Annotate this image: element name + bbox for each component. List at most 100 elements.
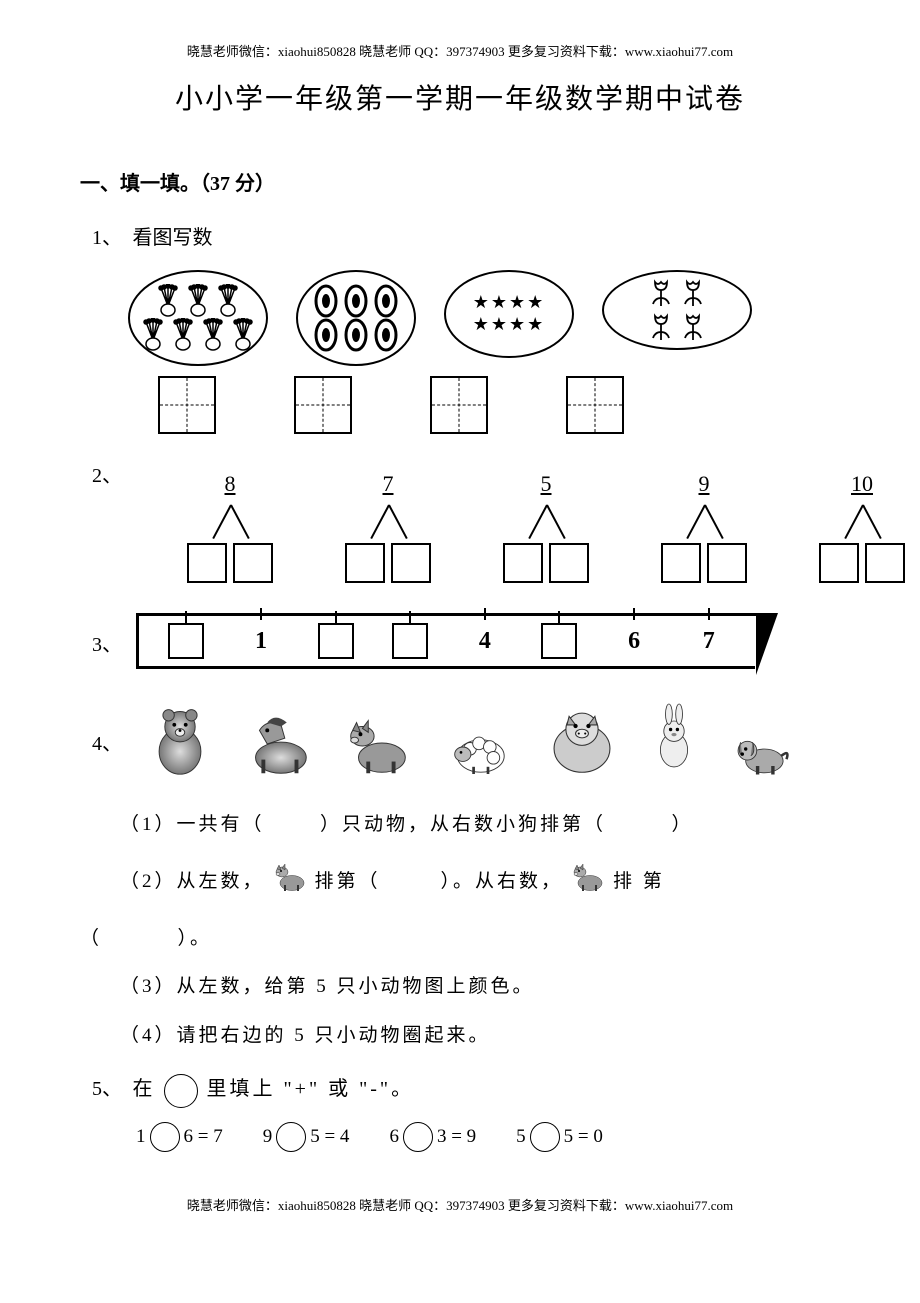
q5-equations: 16 = 7 95 = 4 6 3 = 9 5 5 = 0	[136, 1120, 840, 1154]
oval-tulips	[602, 270, 752, 350]
text: （1）一共有（	[120, 814, 265, 835]
bond-box[interactable]	[661, 543, 701, 583]
q4-sub-2: （2）从左数， 排第（ ）。从右数， 排 第	[120, 856, 840, 908]
ruler-number: 1	[255, 620, 267, 663]
page-title: 小小学一年级第一学期一年级数学期中试卷	[80, 75, 840, 125]
star-row-1: ★★★★	[473, 292, 546, 314]
q1-ovals-row: ★★★★ ★★★★	[128, 270, 840, 366]
bear-icon	[142, 697, 218, 793]
bond-box[interactable]	[345, 543, 385, 583]
donkey-icon	[267, 856, 313, 908]
ruler-number: 6	[628, 620, 640, 663]
tulip-row-1	[647, 276, 707, 310]
number-bond: 8	[180, 464, 280, 584]
bond-top: 5	[541, 464, 552, 504]
kiwi-row-2	[313, 318, 399, 352]
question-3: 3、 1467	[92, 613, 840, 669]
tianzi-box[interactable]	[566, 376, 624, 434]
operator-blank[interactable]	[276, 1122, 306, 1152]
q4-sub-2b: （ ）。	[80, 922, 840, 956]
text: 排第（	[315, 865, 381, 899]
number-bond: 7	[338, 464, 438, 584]
bond-box[interactable]	[391, 543, 431, 583]
text: ）。	[178, 928, 213, 949]
equation: 5 5 = 0	[516, 1120, 603, 1154]
q1-answer-grids	[158, 376, 840, 434]
ruler-content: 1 4 6 7	[139, 616, 756, 666]
question-2-row: 2、 875910	[140, 464, 840, 584]
q4-sub-1: （1）一共有（ ）只动物，从右数小狗排第（ ）	[120, 808, 840, 842]
bond-box[interactable]	[187, 543, 227, 583]
oval-kiwi	[296, 270, 416, 366]
ruler: 1 4 6 7	[136, 613, 756, 669]
ruler-blank[interactable]	[318, 623, 354, 659]
eq-left: 9	[263, 1126, 273, 1147]
bond-box[interactable]	[233, 543, 273, 583]
ruler-number: 7	[703, 620, 715, 663]
text: （2）从左数，	[120, 865, 265, 899]
q5-label-a: 在	[133, 1078, 156, 1100]
horse-icon	[232, 705, 322, 793]
header-text: 晓慧老师微信：xiaohui850828 晓慧老师 QQ：397374903 更…	[80, 40, 840, 63]
q4-number: 4、	[92, 726, 128, 762]
kiwi-row-1	[313, 284, 399, 318]
number-bond: 10	[812, 464, 912, 584]
bond-box[interactable]	[819, 543, 859, 583]
question-5: 5、 在 里填上 "+" 或 "-"。	[92, 1071, 840, 1108]
bond-top: 10	[851, 464, 873, 504]
number-bond: 5	[496, 464, 596, 584]
text: ）。从右数，	[441, 865, 564, 899]
equation: 6 3 = 9	[389, 1120, 476, 1154]
tulip-row-2	[647, 310, 707, 344]
circle-icon	[164, 1074, 198, 1108]
q2-number: 2、	[92, 458, 122, 584]
eq-left: 6	[389, 1126, 399, 1147]
number-bond: 9	[654, 464, 754, 584]
q2-bonds-container: 8 7 5 9 10	[180, 464, 912, 584]
pig-icon	[538, 697, 626, 793]
text: 排 第	[613, 865, 665, 899]
eq-left: 1	[136, 1126, 146, 1147]
dog-icon	[722, 715, 800, 793]
donkey-icon	[336, 705, 420, 793]
equation: 95 = 4	[263, 1120, 350, 1154]
bond-box[interactable]	[707, 543, 747, 583]
q1-label: 看图写数	[133, 227, 213, 249]
bond-box[interactable]	[865, 543, 905, 583]
eq-right: 3 = 9	[437, 1126, 476, 1147]
donkey-icon	[565, 856, 611, 908]
q1-number: 1、	[92, 220, 128, 256]
q4-sub-3: （3）从左数，给第 5 只小动物图上颜色。	[120, 970, 840, 1004]
oval-stars: ★★★★ ★★★★	[444, 270, 574, 358]
q4-sub-4: （4）请把右边的 5 只小动物圈起来。	[120, 1019, 840, 1053]
bond-box[interactable]	[549, 543, 589, 583]
question-1: 1、 看图写数	[92, 220, 840, 256]
tianzi-box[interactable]	[430, 376, 488, 434]
tianzi-box[interactable]	[294, 376, 352, 434]
animals-container	[142, 693, 800, 793]
equation: 16 = 7	[136, 1120, 223, 1154]
footer-text: 晓慧老师微信：xiaohui850828 晓慧老师 QQ：397374903 更…	[80, 1194, 840, 1217]
ruler-number: 4	[479, 620, 491, 663]
oval-shuttlecocks	[128, 270, 268, 366]
operator-blank[interactable]	[530, 1122, 560, 1152]
section-1-heading: 一、填一填。（37 分）	[80, 166, 840, 202]
star-row-2: ★★★★	[473, 314, 546, 336]
eq-right: 5 = 0	[564, 1126, 603, 1147]
sheep-icon	[434, 711, 524, 793]
bond-box[interactable]	[503, 543, 543, 583]
q5-label-b: 里填上 "+" 或 "-"。	[207, 1078, 415, 1100]
question-4-animals: 4、	[92, 693, 840, 793]
ruler-blank[interactable]	[168, 623, 204, 659]
ruler-blank[interactable]	[541, 623, 577, 659]
ruler-blank[interactable]	[392, 623, 428, 659]
shuttle-row-1	[155, 284, 241, 318]
text: （	[80, 928, 102, 949]
q5-number: 5、	[92, 1071, 128, 1107]
operator-blank[interactable]	[150, 1122, 180, 1152]
operator-blank[interactable]	[403, 1122, 433, 1152]
text: ）	[672, 814, 694, 835]
eq-left: 5	[516, 1126, 526, 1147]
tianzi-box[interactable]	[158, 376, 216, 434]
bond-top: 8	[225, 464, 236, 504]
